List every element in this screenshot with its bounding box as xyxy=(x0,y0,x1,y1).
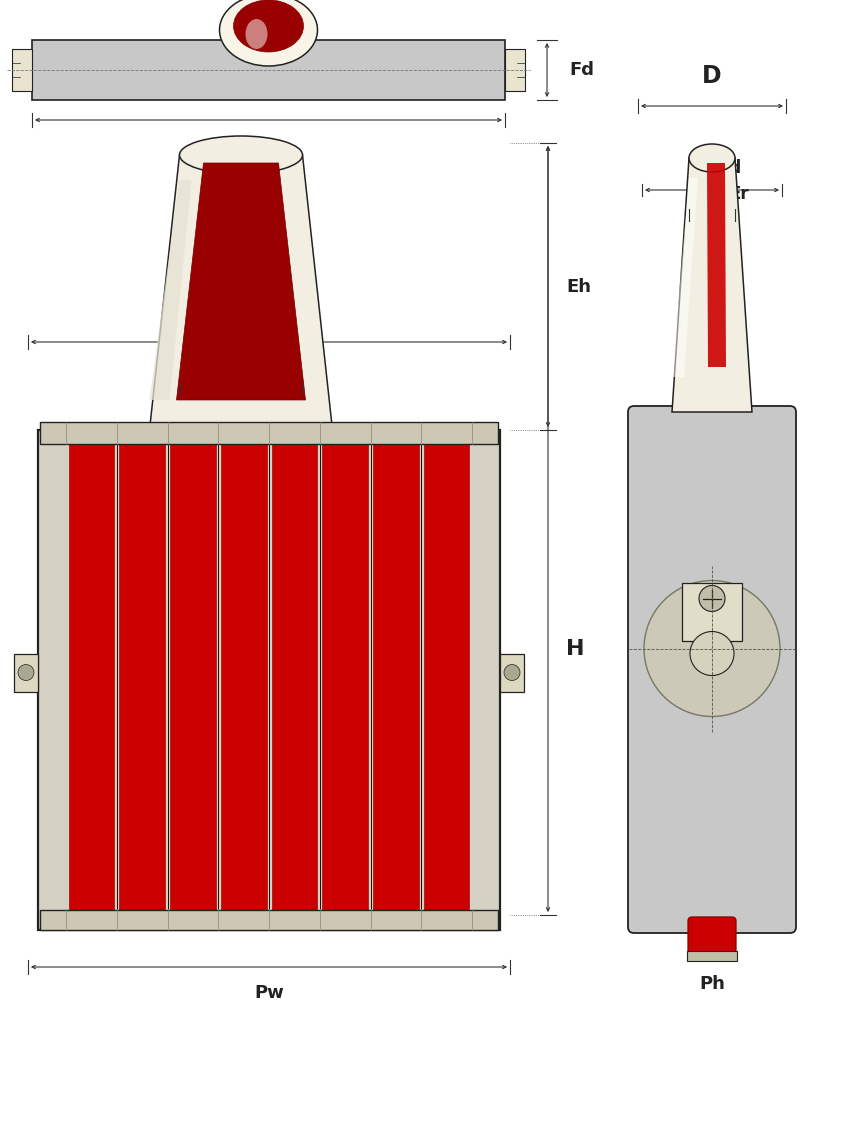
Bar xyxy=(424,438,469,913)
Ellipse shape xyxy=(246,19,268,49)
FancyBboxPatch shape xyxy=(628,406,796,933)
Bar xyxy=(505,49,525,92)
Polygon shape xyxy=(707,163,726,367)
Text: Fd: Fd xyxy=(569,61,594,79)
Ellipse shape xyxy=(689,144,735,172)
FancyBboxPatch shape xyxy=(688,918,736,957)
Text: Ed: Ed xyxy=(718,159,741,177)
Circle shape xyxy=(699,585,725,611)
Polygon shape xyxy=(150,180,191,400)
Bar xyxy=(38,431,500,930)
Polygon shape xyxy=(177,163,305,400)
Circle shape xyxy=(644,581,780,716)
Ellipse shape xyxy=(179,136,303,174)
Polygon shape xyxy=(150,155,332,431)
Bar xyxy=(40,421,498,444)
Bar xyxy=(221,438,267,913)
Bar xyxy=(682,582,742,641)
Text: D: D xyxy=(702,64,722,88)
Text: Ew: Ew xyxy=(228,356,254,374)
Circle shape xyxy=(690,632,734,676)
Bar xyxy=(119,438,165,913)
Bar xyxy=(32,40,505,99)
Polygon shape xyxy=(672,179,698,377)
Bar xyxy=(271,438,317,913)
Bar xyxy=(14,653,38,692)
Bar xyxy=(322,438,368,913)
Bar xyxy=(170,438,216,913)
Circle shape xyxy=(18,664,34,680)
Text: Fw: Fw xyxy=(254,137,283,155)
Bar xyxy=(69,438,114,913)
Text: W: W xyxy=(257,304,281,324)
Bar xyxy=(687,951,737,960)
Text: Er: Er xyxy=(730,185,750,203)
Bar xyxy=(12,49,32,92)
Bar xyxy=(373,438,419,913)
Bar xyxy=(40,910,498,930)
Circle shape xyxy=(504,664,520,680)
Text: H: H xyxy=(566,638,585,659)
Polygon shape xyxy=(672,158,752,412)
Ellipse shape xyxy=(234,0,303,52)
Text: Eh: Eh xyxy=(566,278,591,296)
Ellipse shape xyxy=(219,0,318,66)
Bar xyxy=(500,653,524,692)
Text: Ph: Ph xyxy=(699,975,725,993)
Text: Pw: Pw xyxy=(254,984,284,1002)
